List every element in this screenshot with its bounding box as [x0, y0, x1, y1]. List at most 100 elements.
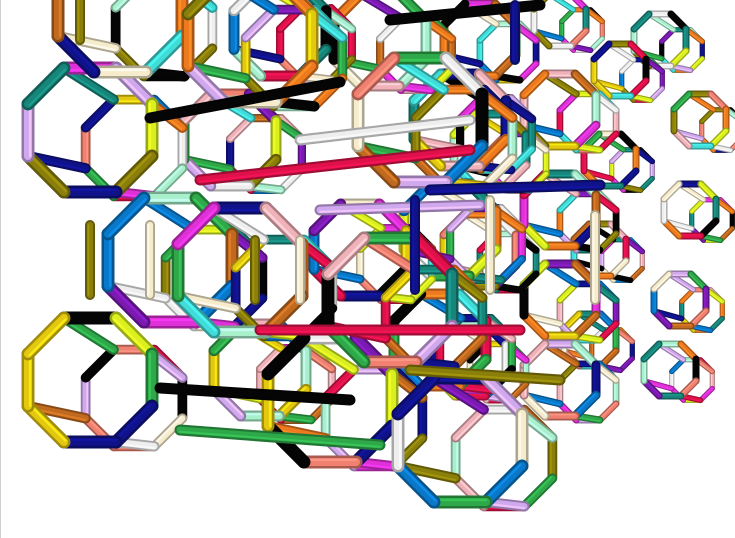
lattice-tube — [110, 0, 131, 13]
lattice-tube — [640, 355, 648, 385]
lattice-tube — [542, 146, 550, 178]
lattice-tube — [261, 331, 311, 381]
lattice-tube — [57, 185, 123, 199]
lattice-tube — [596, 230, 620, 254]
lattice-tube — [305, 7, 319, 73]
lattice-tube — [110, 2, 121, 54]
lattice-tube — [692, 355, 700, 385]
lattice-tube — [660, 217, 683, 240]
lattice-tube — [642, 55, 650, 85]
lattice-tube — [697, 217, 720, 240]
lattice-tube — [617, 167, 640, 190]
lattice-tube — [659, 68, 665, 92]
lattice-tube — [355, 244, 365, 284]
lattice-tube — [670, 127, 693, 150]
lattice-tube — [207, 2, 218, 54]
lattice-tube — [149, 413, 188, 452]
lattice-tube — [707, 90, 730, 113]
lattice-tube — [570, 310, 601, 341]
lattice-tube — [225, 113, 256, 144]
lattice-tube — [570, 120, 601, 151]
lattice-tube — [667, 47, 690, 70]
lattice-tube — [685, 90, 715, 98]
lattice-tube — [649, 158, 655, 182]
lattice-tube — [160, 252, 171, 304]
lattice-tube — [254, 324, 526, 336]
lattice-tube — [677, 340, 700, 363]
lattice-tube — [612, 376, 620, 408]
lattice-tube — [605, 92, 635, 100]
lattice-tube — [670, 105, 678, 135]
lattice-tube — [655, 392, 685, 400]
lattice-tube — [553, 0, 577, 13]
lattice-tube — [225, 134, 235, 174]
lattice-tube — [294, 114, 476, 146]
lattice-tube — [21, 97, 35, 163]
lattice-tube — [171, 289, 221, 339]
lattice-tube — [729, 208, 735, 232]
lattice-tube — [519, 69, 550, 100]
lattice-tube — [75, 0, 85, 45]
lattice-tube — [137, 315, 203, 329]
lattice-tube — [87, 65, 153, 79]
lattice-tube — [320, 392, 331, 444]
lattice-tube — [650, 285, 658, 315]
lattice-tube — [702, 285, 710, 315]
lattice-tube — [709, 368, 715, 392]
lattice-tube — [228, 0, 253, 17]
lattice-tube — [300, 345, 312, 395]
lattice-tube — [391, 371, 441, 421]
lattice-tube — [570, 220, 593, 243]
lattice-tube — [80, 344, 119, 383]
lattice-tube — [670, 90, 693, 113]
lattice-tube — [622, 235, 630, 265]
lattice-tube — [257, 252, 268, 304]
lattice-tube — [473, 133, 512, 172]
lattice-tube — [109, 399, 159, 449]
lattice-tube — [570, 69, 601, 100]
lattice-tube — [485, 195, 495, 295]
lattice-tube — [719, 298, 725, 322]
lattice-tube — [479, 371, 529, 421]
lattice-tube — [547, 432, 558, 484]
lattice-tube — [228, 5, 240, 55]
lattice-tube — [612, 206, 620, 238]
lattice-tube — [314, 199, 486, 216]
lattice-tube — [515, 407, 529, 473]
lattice-tube — [660, 195, 668, 225]
lattice-tube — [540, 69, 580, 79]
lattice-tube — [556, 296, 564, 328]
lattice-tube — [144, 76, 346, 124]
lattice-tube — [645, 10, 675, 18]
lattice-tube — [612, 325, 620, 355]
lattice-tube — [80, 94, 119, 133]
lattice-tube — [632, 145, 640, 175]
lattice-tube — [630, 10, 653, 33]
lattice-tube — [685, 142, 715, 150]
lattice-tube — [677, 377, 700, 400]
lattice-tube — [57, 311, 123, 325]
lattice-tube — [80, 372, 91, 424]
lattice-tube — [667, 10, 690, 33]
lattice-tube — [297, 455, 363, 469]
left-border-line — [0, 0, 1, 538]
lattice-tube — [205, 180, 255, 192]
lattice-tube — [181, 0, 212, 21]
lattice-tube — [445, 224, 455, 264]
lattice-tube — [194, 144, 476, 186]
lattice-tube — [145, 220, 155, 300]
lattice-tube — [540, 331, 580, 341]
lattice-tube — [527, 114, 537, 154]
lattice-tube — [699, 38, 705, 62]
lattice-tube — [410, 84, 449, 123]
lattice-tube — [510, 0, 520, 65]
lattice-tube — [445, 267, 459, 333]
lattice-tube — [473, 68, 512, 107]
lattice-tube — [540, 411, 580, 421]
lattice-tube — [391, 407, 405, 473]
lattice-tube — [387, 51, 453, 65]
lattice-tube — [406, 274, 437, 305]
lattice-tube — [240, 4, 279, 43]
lattice-tube — [181, 7, 195, 73]
